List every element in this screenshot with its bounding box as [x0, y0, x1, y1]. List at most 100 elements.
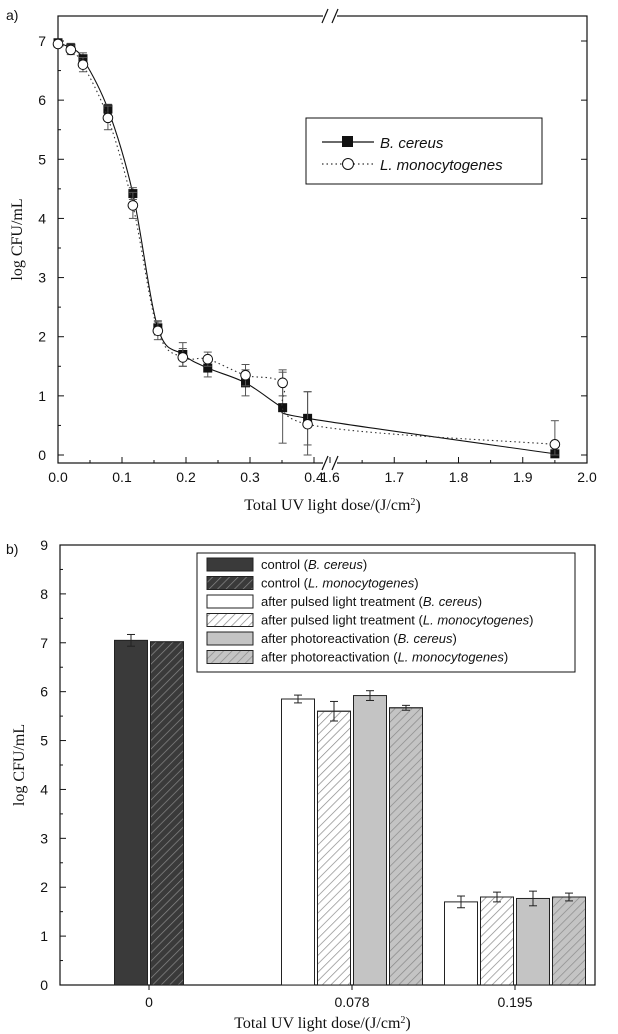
legend-label-text: after pulsed light treatment (: [261, 594, 424, 609]
x-tick-label: 0.4: [304, 469, 324, 485]
chart-a-x-axis-label: Total UV light dose/(J/cm2): [244, 497, 420, 515]
x-tick-label: 2.0: [577, 469, 597, 485]
data-point: [203, 363, 213, 373]
legend-label: after pulsed light treatment (B. cereus): [261, 594, 482, 609]
chart-a-x-axis-label-end: ): [415, 497, 420, 514]
data-point: [302, 418, 313, 430]
data-point: [202, 353, 214, 365]
legend-item: after pulsed light treatment (L. monocyt…: [206, 613, 533, 628]
data-point: [177, 352, 189, 363]
legend-lm-marker: [342, 158, 354, 170]
legend-label-text: after pulsed light treatment (: [261, 613, 424, 628]
legend-label-end: ): [529, 613, 533, 628]
x-tick-label: 0.0: [48, 469, 68, 485]
bar: [353, 695, 387, 986]
y-tick-label: 6: [38, 92, 46, 108]
data-point: [277, 377, 288, 389]
legend-swatch: [206, 594, 254, 609]
series-l-monocytogenes: [52, 38, 561, 456]
y-tick-label: 2: [40, 879, 48, 895]
chart-b-x-axis-label-sup: 2: [400, 1015, 405, 1026]
data-point: [65, 44, 77, 56]
legend-lm-label: L. monocytogenes: [380, 157, 503, 174]
y-tick-label: 4: [40, 781, 48, 797]
y-tick-label: 9: [40, 537, 48, 553]
bar-hatch: [552, 896, 586, 986]
y-tick-label: 6: [40, 684, 48, 700]
x-tick-label: 0: [145, 994, 153, 1010]
legend-label: after photoreactivation (L. monocytogene…: [261, 650, 508, 665]
panel-a-label: a): [6, 7, 18, 23]
legend-label: after pulsed light treatment (L. monocyt…: [261, 613, 533, 628]
legend-swatch: [206, 557, 254, 572]
chart-b-legend-box: [196, 552, 576, 673]
x-tick-label: 1.7: [385, 469, 405, 485]
legend-item: control (B. cereus): [206, 557, 367, 572]
data-point: [152, 325, 164, 337]
legend-label-text: control (: [261, 576, 309, 591]
y-tick-label: 4: [38, 210, 46, 226]
chart-a-y-axis-label: log CFU/mL: [9, 198, 26, 280]
legend-label-species: L. monocytogenes: [423, 613, 530, 628]
y-tick-label: 7: [38, 33, 46, 49]
y-tick-label: 0: [40, 977, 48, 993]
legend-label-species: L. monocytogenes: [308, 576, 415, 591]
x-tick-label: 0.1: [112, 469, 132, 485]
y-tick-label: 5: [40, 733, 48, 749]
chart-a-x-axis-label-main: Total UV light dose/(J/cm: [244, 497, 411, 514]
legend-item: after photoreactivation (L. monocytogene…: [206, 650, 508, 665]
legend-label-end: ): [414, 576, 418, 591]
legend-swatch-hatch: [206, 613, 254, 627]
legend-label: control (B. cereus): [261, 557, 367, 572]
legend-label-species: B. cereus: [308, 557, 363, 572]
y-tick-label: 1: [38, 388, 46, 404]
y-tick-label: 3: [40, 830, 48, 846]
axis-break-mark: [321, 455, 329, 471]
x-tick-label: 1.9: [513, 469, 533, 485]
bar-hatch: [150, 641, 184, 986]
legend-label: after photoreactivation (B. cereus): [261, 631, 457, 646]
chart-b-legend: control (B. cereus)control (L. monocytog…: [196, 552, 576, 673]
y-tick-label: 7: [40, 635, 48, 651]
y-tick-label: 0: [38, 447, 46, 463]
panel-b-label: b): [6, 541, 18, 557]
legend-swatch-hatch: [206, 650, 254, 664]
bar-group-2: [444, 890, 586, 986]
chart-a-legend: B. cereus L. monocytogenes: [305, 117, 543, 185]
y-tick-label: 2: [38, 329, 46, 345]
data-point: [278, 403, 288, 413]
data-point: [77, 59, 89, 70]
data-point: [549, 439, 561, 450]
legend-bc-marker: [342, 136, 353, 147]
x-tick-label: 1.8: [449, 469, 469, 485]
bar: [444, 901, 478, 986]
legend-label-end: ): [504, 650, 508, 665]
legend-item: control (L. monocytogenes): [206, 576, 419, 591]
legend-bc-label: B. cereus: [380, 135, 444, 152]
bar-hatch: [480, 896, 514, 986]
x-tick-label: 0.2: [176, 469, 196, 485]
series-b-cereus: [53, 38, 560, 459]
chart-b-x-axis-label-main: Total UV light dose/(J/cm: [234, 1015, 401, 1032]
chart-a: a) 0 1 2 3 4 5 6 7 0.0 0.1 0.2 0.3 0.41.6 1.7 1.8 1.9 2…: [6, 7, 597, 514]
chart-b: b) 0 1 2 3 4 5 6 7 8 9 0 0.078 0.195 log CFU/mL Tot…: [6, 537, 596, 1033]
legend-label-text: after photoreactivation (: [261, 631, 398, 646]
x-tick-label: 0.3: [240, 469, 260, 485]
legend-label-end: ): [478, 594, 482, 609]
bar: [114, 639, 148, 986]
chart-b-x-axis-label: Total UV light dose/(J/cm2): [234, 1015, 410, 1033]
x-tick-label: 1.6: [320, 469, 340, 485]
chart-b-bars: [114, 633, 586, 986]
data-point: [102, 112, 114, 124]
legend-label-species: B. cereus: [423, 594, 478, 609]
legend-label-species: L. monocytogenes: [398, 650, 505, 665]
series-line: [57, 43, 555, 445]
chart-a-frame: [57, 8, 588, 471]
x-tick-label: 0.195: [497, 994, 532, 1010]
axis-break-mark: [321, 8, 329, 24]
chart-b-y-axis: 0 1 2 3 4 5 6 7 8 9: [40, 537, 66, 993]
y-tick-label: 1: [40, 928, 48, 944]
axis-break-mark: [331, 8, 339, 24]
y-tick-label: 3: [38, 270, 46, 286]
legend-item: after photoreactivation (B. cereus): [206, 631, 457, 646]
